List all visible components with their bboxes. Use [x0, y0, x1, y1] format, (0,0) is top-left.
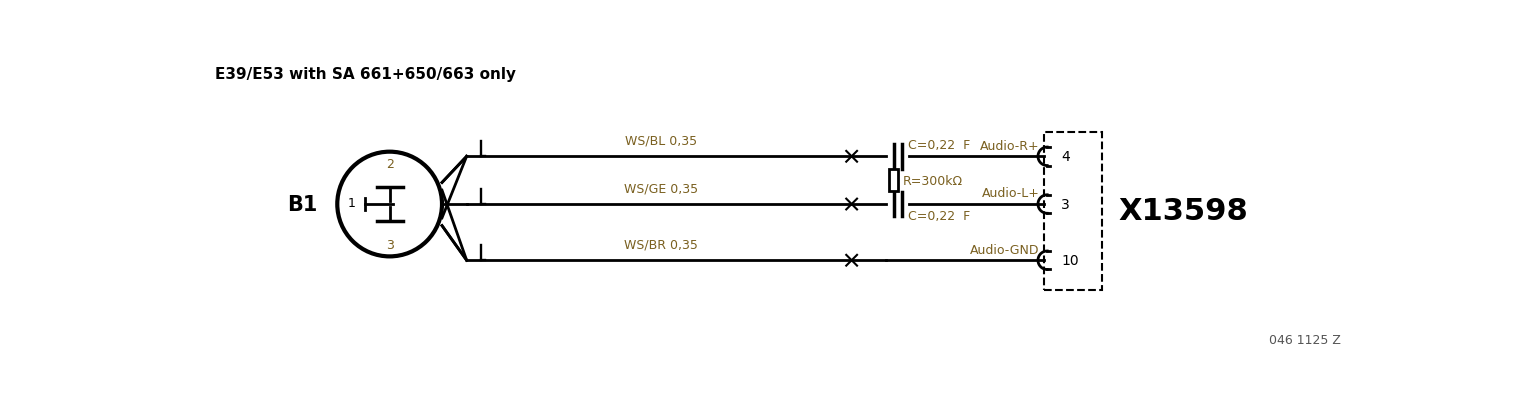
Bar — [890, 170, 897, 192]
Text: 10: 10 — [1061, 254, 1079, 268]
Text: C=0,22  F: C=0,22 F — [908, 139, 970, 151]
Text: 3: 3 — [385, 238, 394, 251]
Text: C=0,22  F: C=0,22 F — [908, 209, 970, 222]
Polygon shape — [443, 157, 467, 260]
Text: 046 1125 Z: 046 1125 Z — [1269, 334, 1340, 347]
Text: WS/BL 0,35: WS/BL 0,35 — [625, 134, 697, 147]
Text: 4: 4 — [1061, 150, 1070, 164]
Text: 1: 1 — [347, 196, 355, 209]
Text: X13598: X13598 — [1119, 196, 1249, 226]
Text: Audio-L+: Audio-L+ — [982, 187, 1040, 200]
Text: B1: B1 — [288, 194, 318, 215]
Text: R=300kΩ: R=300kΩ — [902, 174, 963, 187]
Text: Audio-GND: Audio-GND — [970, 243, 1040, 256]
Text: WS/GE 0,35: WS/GE 0,35 — [625, 181, 699, 194]
Text: 2: 2 — [385, 158, 394, 171]
Text: WS/BR 0,35: WS/BR 0,35 — [625, 238, 697, 251]
Text: Audio-R+: Audio-R+ — [979, 139, 1040, 152]
Bar — [1045, 132, 1102, 290]
Text: 3: 3 — [1061, 198, 1070, 211]
Text: E39/E53 with SA 661+650/663 only: E39/E53 with SA 661+650/663 only — [215, 67, 515, 82]
